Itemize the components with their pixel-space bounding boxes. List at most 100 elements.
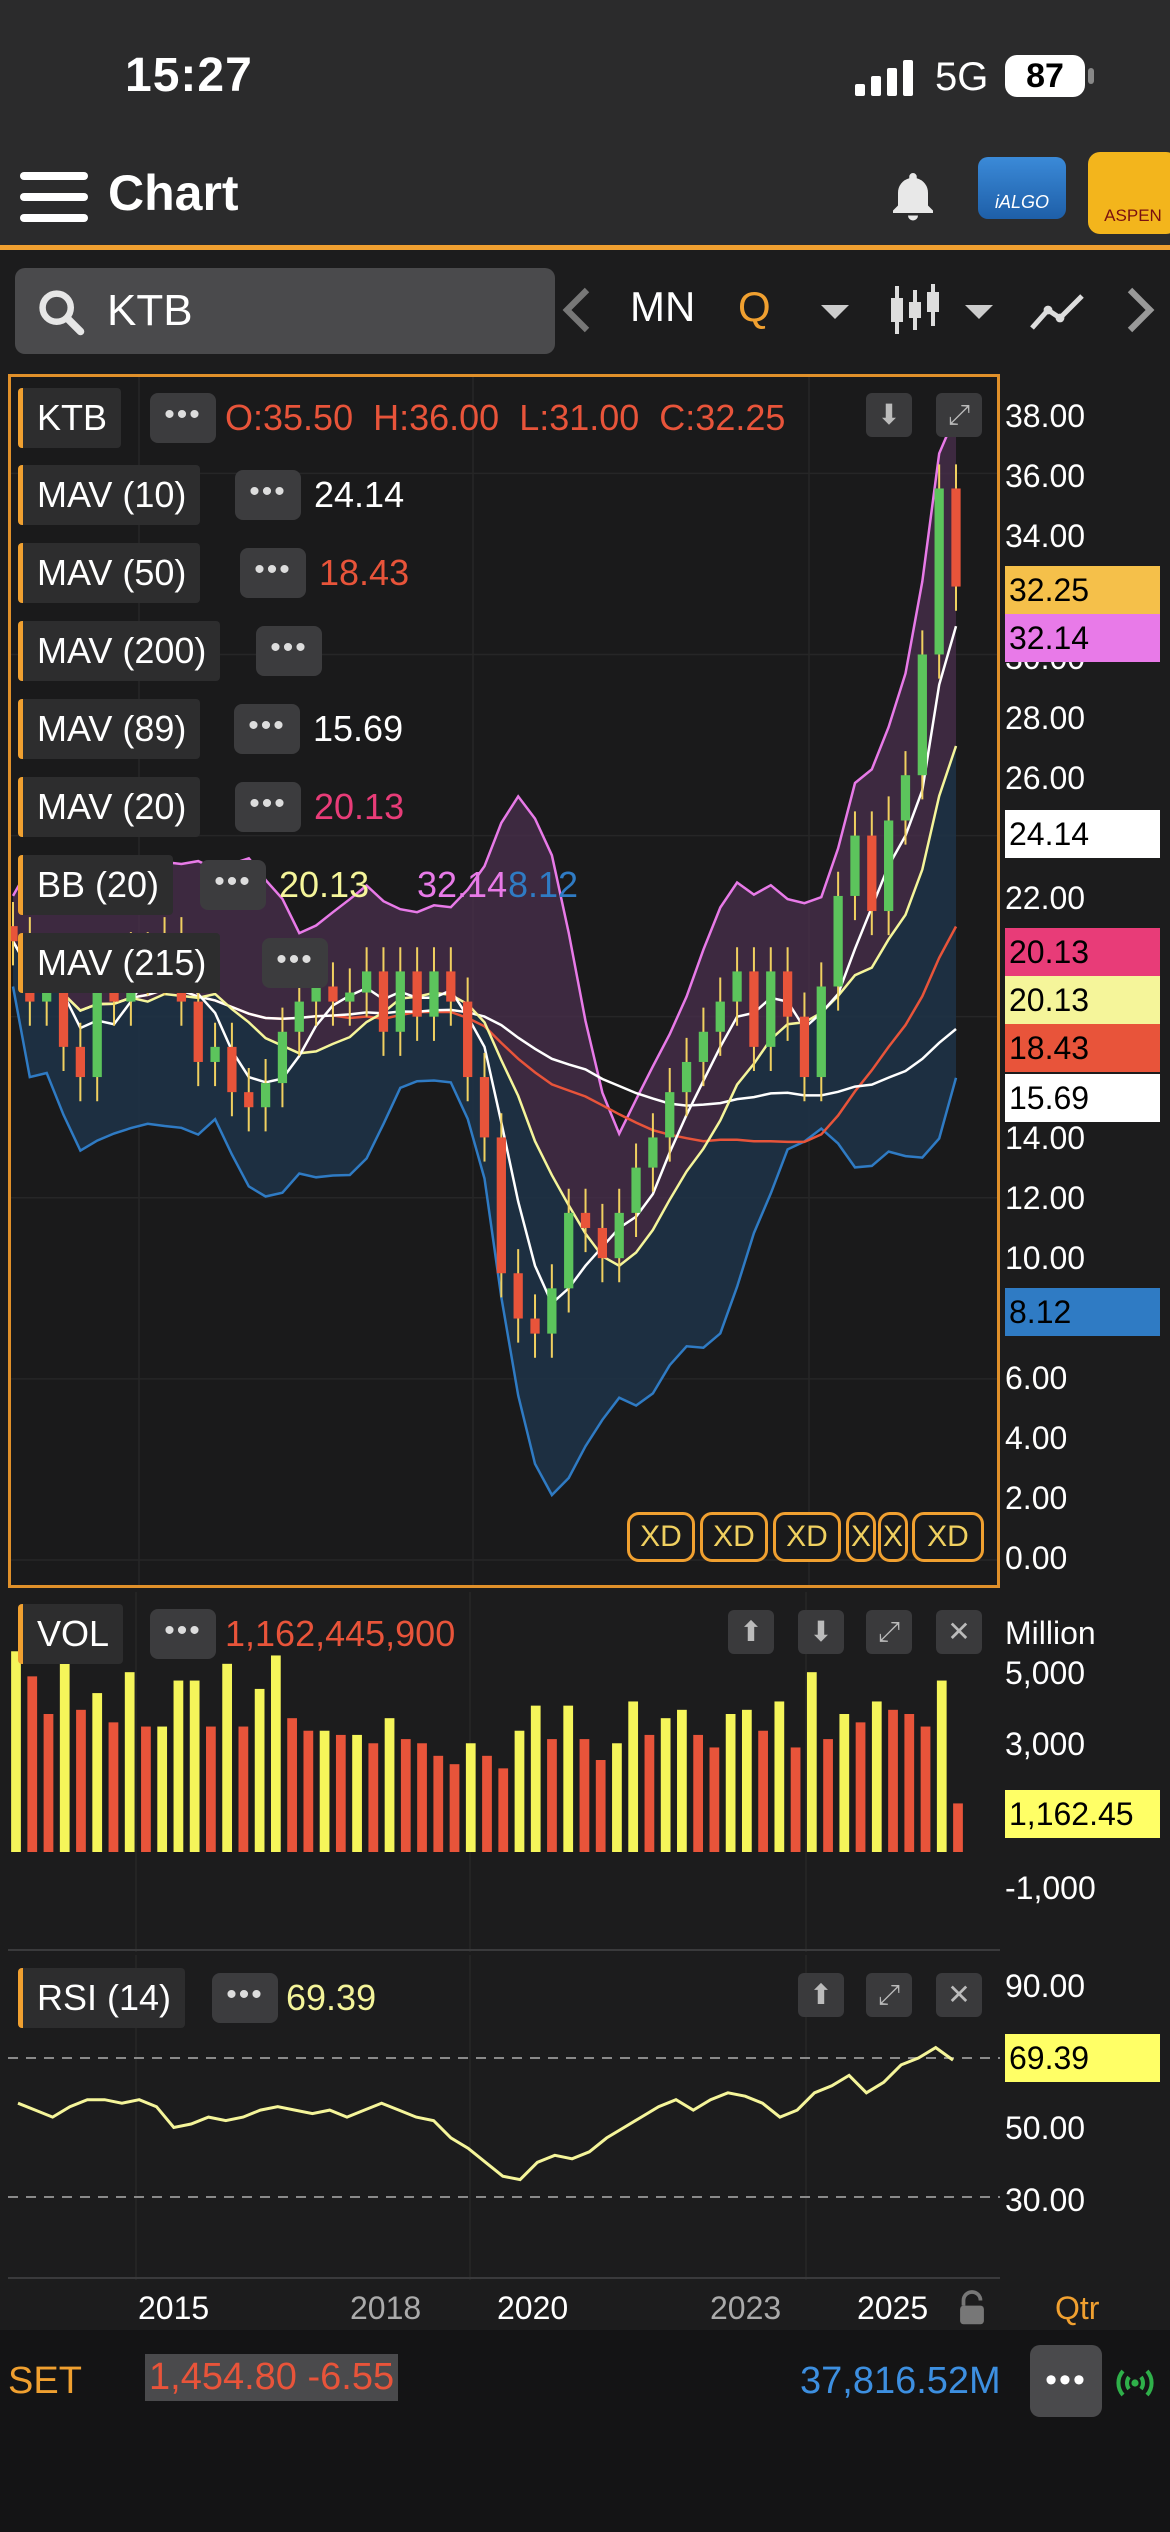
volume-bar xyxy=(904,1714,915,1852)
search-input[interactable]: KTB xyxy=(15,268,555,354)
volume-options-button[interactable]: ••• xyxy=(150,1609,216,1659)
candle-body xyxy=(11,926,18,942)
chevron-right-icon[interactable] xyxy=(1125,285,1155,335)
interval-dropdown-icon[interactable] xyxy=(821,305,849,319)
expand-icon[interactable]: ⤢ xyxy=(936,393,982,437)
indicator-label[interactable]: MAV (50) xyxy=(18,543,201,603)
battery-cap xyxy=(1088,68,1094,84)
interval-selector[interactable]: Q xyxy=(738,283,771,330)
volume-label[interactable]: VOL xyxy=(18,1604,124,1664)
volume-bar xyxy=(254,1688,265,1852)
indicator-label[interactable]: MAV (200) xyxy=(18,621,221,681)
xd-marker[interactable]: XD xyxy=(773,1512,841,1562)
price-tag: 32.14 xyxy=(1005,614,1160,662)
hamburger-menu-icon[interactable] xyxy=(0,150,100,245)
indicator-label[interactable]: MAV (89) xyxy=(18,699,201,759)
volume-bar xyxy=(189,1680,200,1852)
price-axis-label: 26.00 xyxy=(1005,760,1086,796)
indicator-options-button[interactable]: ••• xyxy=(235,782,301,832)
indicator-options-button[interactable]: ••• xyxy=(262,938,328,988)
indicator-value: 24.14 xyxy=(314,474,405,515)
close-icon[interactable]: ✕ xyxy=(936,1973,982,2017)
ohlc-values: O:35.50 H:36.00 L:31.00 C:32.25 xyxy=(225,397,786,438)
move-up-icon[interactable]: ⬆ xyxy=(728,1610,774,1654)
volume-bar xyxy=(352,1734,362,1852)
xd-marker[interactable]: X xyxy=(846,1512,876,1562)
price-axis-label: 0.00 xyxy=(1005,1540,1068,1576)
more-button[interactable]: ••• xyxy=(1030,2345,1102,2417)
candle-body xyxy=(42,986,52,1002)
price-tag: 24.14 xyxy=(1005,810,1160,858)
indicator-options-button[interactable]: ••• xyxy=(240,548,306,598)
chart-type-dropdown-icon[interactable] xyxy=(965,305,993,319)
candle-body xyxy=(429,971,439,1017)
move-up-icon[interactable]: ⬆ xyxy=(798,1973,844,2017)
close-icon[interactable]: ✕ xyxy=(936,1610,982,1654)
status-time: 15:27 xyxy=(125,49,253,102)
volume-chart[interactable] xyxy=(8,1592,1000,1952)
indicator-options-button[interactable]: ••• xyxy=(256,626,322,676)
candle-body xyxy=(361,971,372,993)
volume-bar xyxy=(465,1743,476,1852)
candle-body xyxy=(917,654,927,776)
rsi-label[interactable]: RSI (14) xyxy=(18,1968,186,2028)
candlestick-type-icon[interactable] xyxy=(885,282,945,338)
battery-icon: 87 xyxy=(1005,55,1085,97)
app-header: Chart iALGO ASPEN xyxy=(0,150,1170,250)
lock-icon[interactable] xyxy=(955,2290,989,2328)
market-name[interactable]: SET xyxy=(8,2360,82,2402)
candle-body xyxy=(479,1077,490,1138)
search-icon xyxy=(39,290,85,336)
price-axis-label: 12.00 xyxy=(1005,1180,1086,1216)
indicator-label[interactable]: MAV (10) xyxy=(18,465,201,525)
volume-bar xyxy=(482,1755,492,1852)
rsi-axis-label: 90.00 xyxy=(1005,1968,1086,2004)
xd-marker[interactable]: XD xyxy=(700,1512,768,1562)
volume-bar xyxy=(709,1747,720,1852)
indicator-label[interactable]: MAV (215) xyxy=(18,933,221,993)
x-axis-year: 2023 xyxy=(710,2290,782,2326)
mav-20-line xyxy=(11,745,958,1268)
bb-value-lower: 8.12 xyxy=(508,864,579,905)
volume-unit: Million xyxy=(1005,1615,1096,1651)
volume-bar xyxy=(806,1672,817,1852)
volume-bar xyxy=(43,1714,54,1852)
period-label[interactable]: Qtr xyxy=(1055,2290,1100,2326)
volume-bar xyxy=(433,1755,444,1852)
symbol-label[interactable]: KTB xyxy=(18,388,122,448)
indicator-options-button[interactable]: ••• xyxy=(235,470,301,520)
aspen-button[interactable]: ASPEN xyxy=(1088,152,1170,234)
volume-bar xyxy=(660,1718,671,1852)
rsi-options-button[interactable]: ••• xyxy=(212,1973,278,2023)
ialgo-button[interactable]: iALGO xyxy=(978,157,1066,219)
symbol-options-button[interactable]: ••• xyxy=(150,393,216,443)
rsi-axis-label: 50.00 xyxy=(1005,2110,1086,2146)
expand-icon[interactable]: ⤢ xyxy=(866,1973,912,2017)
xd-marker[interactable]: XD xyxy=(627,1512,695,1562)
expand-icon[interactable]: ⤢ xyxy=(866,1610,912,1654)
period-selector[interactable]: MN xyxy=(630,283,696,330)
bell-icon[interactable] xyxy=(883,168,943,228)
xd-marker[interactable]: X xyxy=(878,1512,908,1562)
candle-body xyxy=(496,1137,506,1274)
indicator-line-icon[interactable] xyxy=(1028,290,1088,334)
rsi-chart[interactable] xyxy=(8,1955,1000,2280)
price-tag: 20.13 xyxy=(1005,928,1160,976)
candle-body xyxy=(210,1046,220,1062)
rsi-line xyxy=(17,2045,954,2182)
xd-marker[interactable]: XD xyxy=(912,1512,984,1562)
indicator-options-button[interactable]: ••• xyxy=(200,860,266,910)
volume-bar xyxy=(612,1743,622,1852)
move-down-icon[interactable]: ⬇ xyxy=(798,1610,844,1654)
volume-bar xyxy=(888,1709,898,1852)
chevron-left-icon[interactable] xyxy=(562,285,592,335)
move-down-icon[interactable]: ⬇ xyxy=(866,393,912,437)
candle-body xyxy=(715,1001,725,1032)
indicator-options-button[interactable]: ••• xyxy=(234,704,300,754)
indicator-label[interactable]: MAV (20) xyxy=(18,777,201,837)
volume-bar xyxy=(417,1743,427,1852)
candle-body xyxy=(867,835,877,912)
candle-body xyxy=(665,1092,675,1138)
indicator-label[interactable]: BB (20) xyxy=(18,855,174,915)
price-axis-label: 22.00 xyxy=(1005,880,1086,916)
